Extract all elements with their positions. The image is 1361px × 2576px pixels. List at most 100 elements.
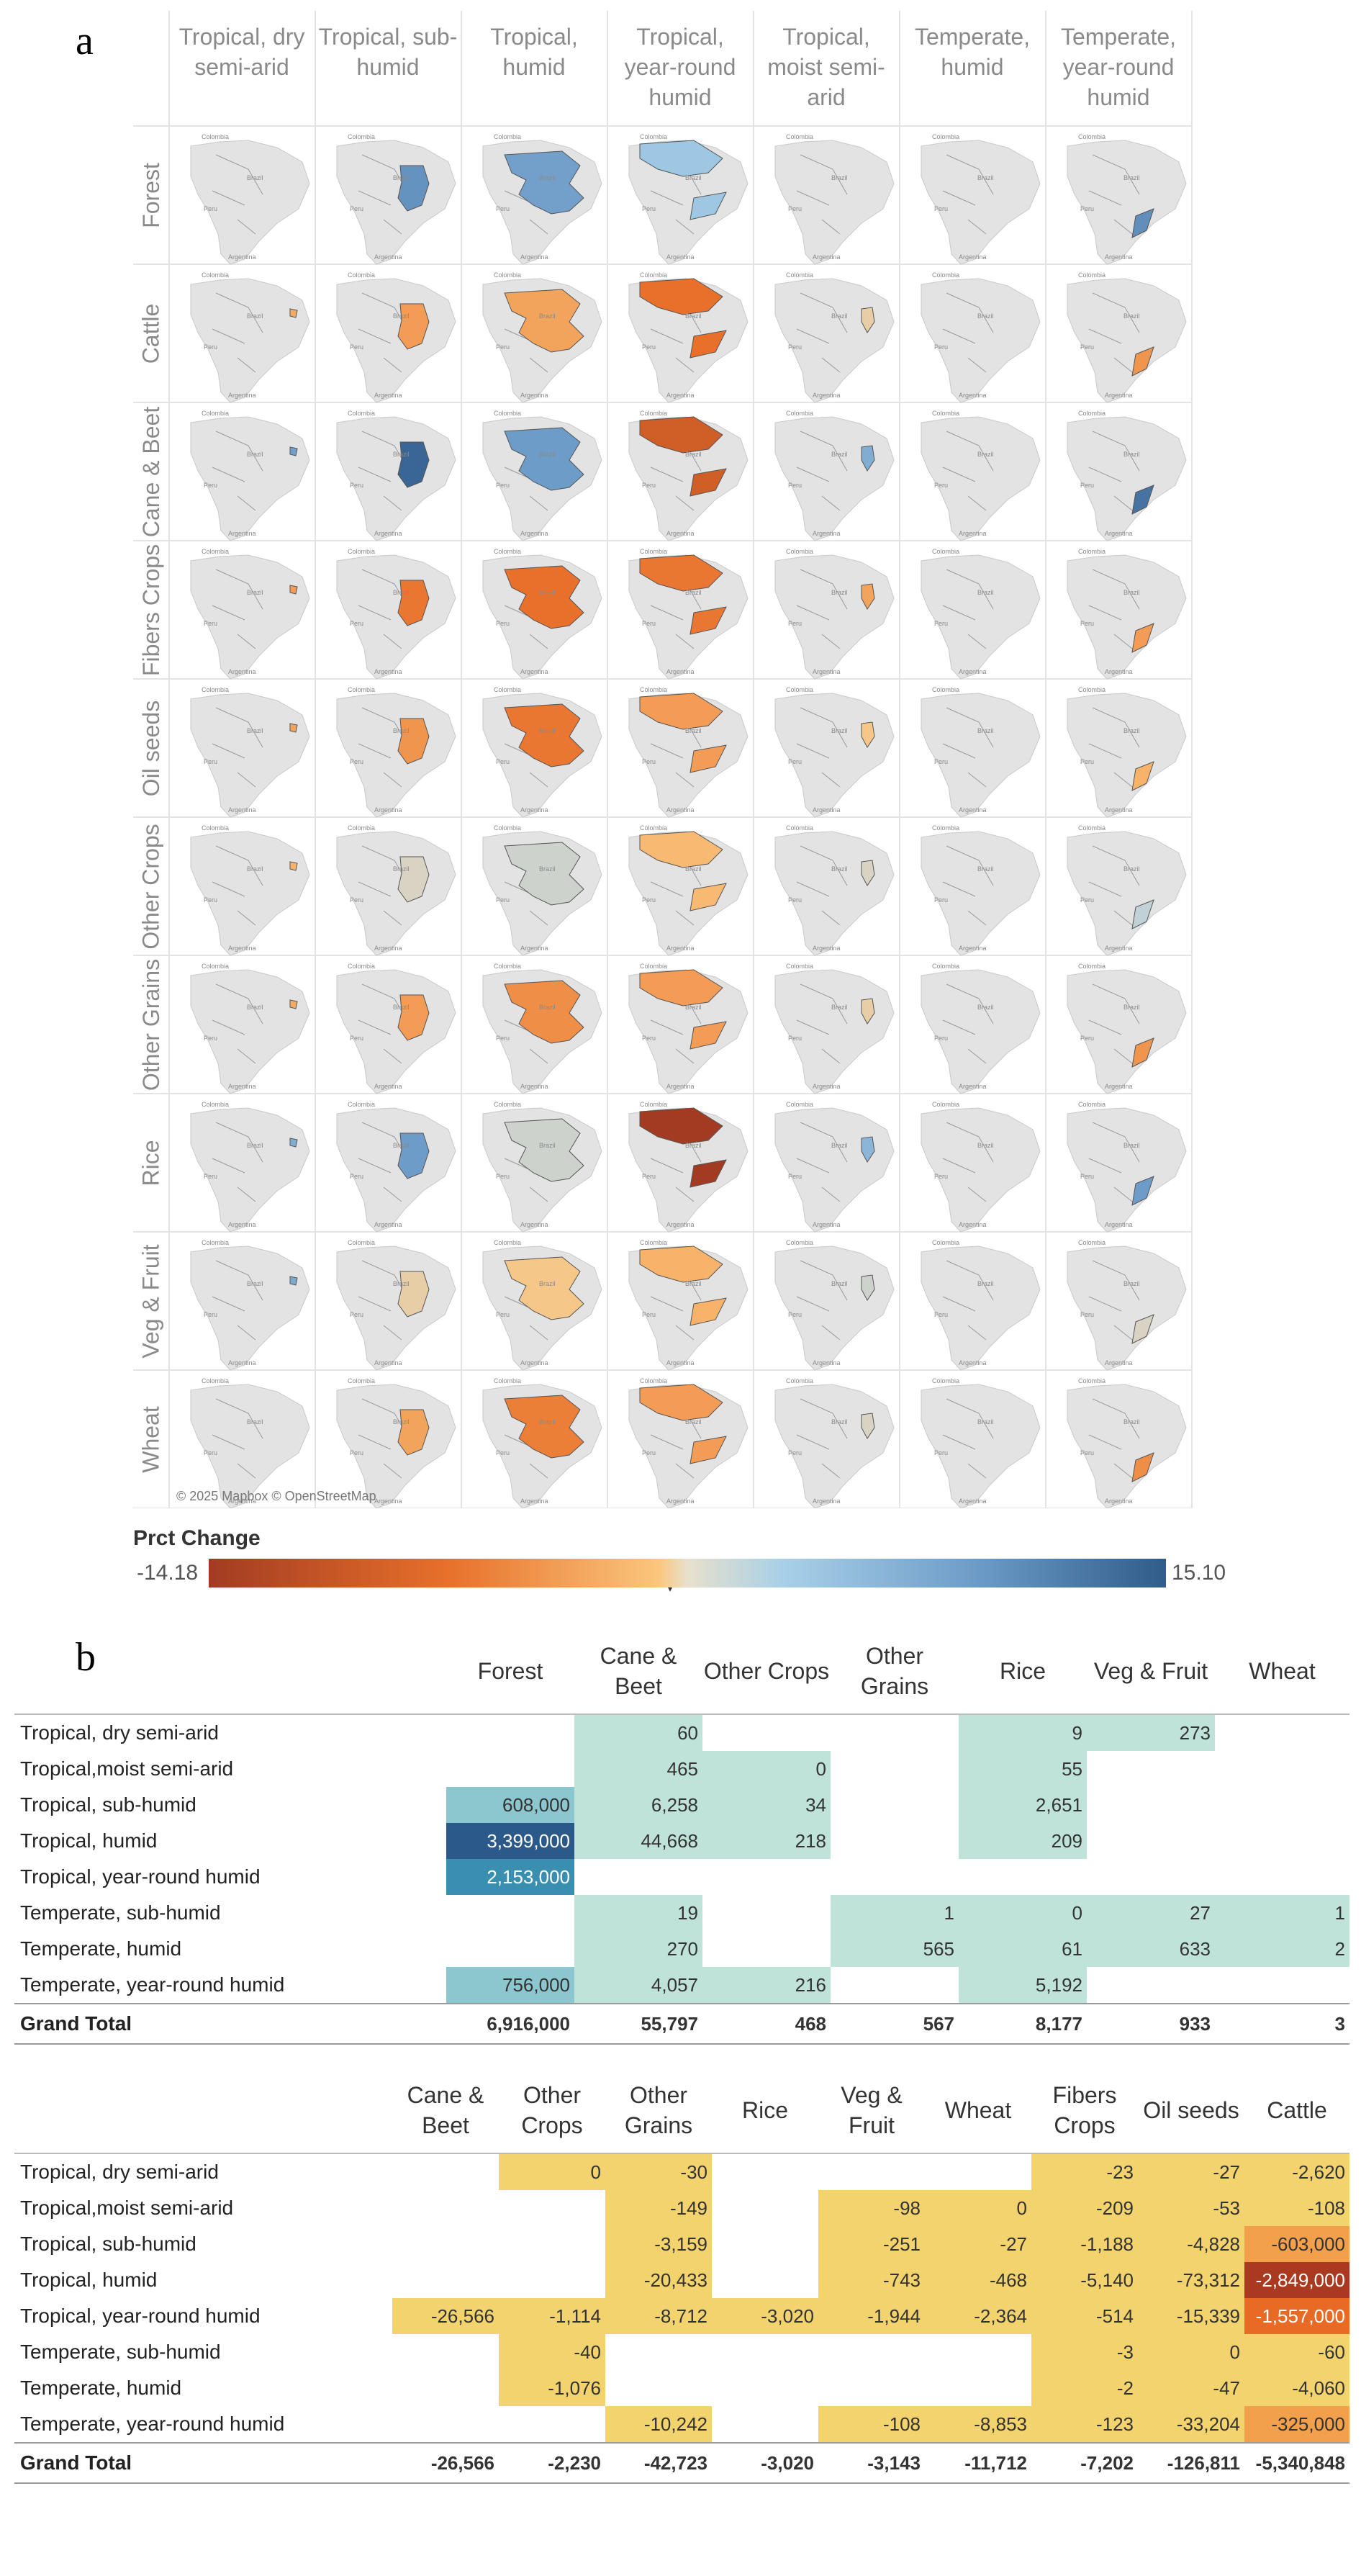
zone-fill <box>397 1132 430 1179</box>
map-cell: Brazil Peru Argentina Colombia <box>1067 410 1187 541</box>
table-cell <box>712 2226 818 2262</box>
table-row: Tropical, dry semi-arid 0 -30 -23 -27 -2,620 <box>14 2153 1349 2190</box>
map-country-label: Peru <box>1080 758 1094 765</box>
map-country-label: Colombia <box>348 824 375 832</box>
table-cell: -1,944 <box>818 2298 925 2334</box>
map-cell: Brazil Peru Argentina Colombia <box>336 133 456 265</box>
map-cell: Brazil Peru Argentina Colombia <box>921 1377 1041 1508</box>
map-country-label: Argentina <box>1105 1083 1133 1090</box>
zone-fill <box>861 998 875 1024</box>
table-cell <box>392 2334 499 2370</box>
map-country-label: Argentina <box>813 392 841 399</box>
map-country-label: Colombia <box>1078 1377 1105 1384</box>
map-country-label: Argentina <box>228 945 256 952</box>
table-cell: -251 <box>818 2226 925 2262</box>
table-row: Temperate, sub-humid -40 -3 0 -60 <box>14 2334 1349 2370</box>
map-country-label: Brazil <box>977 865 994 873</box>
map-country-label: Brazil <box>977 1280 994 1287</box>
table-cell <box>959 1859 1087 1895</box>
map-country-label: Colombia <box>494 1101 521 1108</box>
map-cell: Brazil Peru Argentina Colombia <box>190 133 310 265</box>
map-country-label: Argentina <box>666 1221 695 1228</box>
map-country-label: Argentina <box>666 253 695 261</box>
map-country-label: Brazil <box>831 174 848 181</box>
map-column-header: Tropical, dry semi-arid <box>178 24 305 80</box>
border-lines <box>1088 983 1140 1064</box>
table-cell <box>925 2153 1031 2190</box>
land-shape <box>921 969 1041 1094</box>
zone-fill <box>397 1409 430 1456</box>
zone-fill <box>1131 623 1154 653</box>
map-country-label: Colombia <box>640 1101 667 1108</box>
map-country-label: Argentina <box>520 253 548 261</box>
map-copyright: © 2025 Mapbox © OpenStreetMap <box>176 1489 376 1503</box>
map-country-label: Colombia <box>640 824 667 832</box>
table-cell <box>702 1714 831 1751</box>
map-country-label: Brazil <box>977 589 994 596</box>
zone-fill <box>639 554 727 635</box>
table-total-cell: -2,230 <box>499 2442 605 2484</box>
border-lines <box>212 1260 263 1341</box>
zone-fill <box>861 721 875 748</box>
table-cell: -2,620 <box>1244 2153 1349 2190</box>
map-country-label: Argentina <box>959 530 987 537</box>
table-row: Tropical, humid -20,433 -743 -468 -5,140 -73,… <box>14 2262 1349 2298</box>
table-column-header: Fibers Crops <box>1031 2068 1138 2154</box>
map-country-label: Brazil <box>977 1418 994 1426</box>
map-country-label: Colombia <box>202 963 229 970</box>
map-country-label: Colombia <box>348 686 375 693</box>
table-cell: -10,242 <box>605 2406 712 2443</box>
table-total-cell: 468 <box>702 2003 831 2045</box>
land-shape <box>628 1107 749 1233</box>
map-country-label: Peru <box>204 1173 217 1180</box>
table-cell: 216 <box>702 1967 831 2004</box>
border-lines <box>1088 569 1140 649</box>
table-cell: 27 <box>1087 1895 1215 1931</box>
table-cell: -123 <box>1031 2406 1138 2443</box>
map-country-label: Argentina <box>813 1083 841 1090</box>
map-country-label: Brazil <box>539 174 556 181</box>
zone-fill <box>397 1271 430 1318</box>
zone-fill <box>289 1276 298 1286</box>
map-row-label: Wheat <box>137 1405 164 1473</box>
table-column-header: Cane & Beet <box>574 1629 702 1715</box>
land-shape <box>921 278 1041 403</box>
zone-fill <box>1131 1176 1154 1206</box>
table-row: Temperate, year-round humid 756,000 4,057 2… <box>14 1967 1349 2004</box>
map-country-label: Brazil <box>831 451 848 458</box>
legend-color-bar <box>209 1559 1166 1588</box>
map-country-label: Argentina <box>374 392 402 399</box>
land-shape <box>336 554 456 680</box>
map-country-label: Colombia <box>932 133 959 140</box>
table-cell: -3,159 <box>605 2226 712 2262</box>
map-country-label: Peru <box>788 896 802 904</box>
map-country-label: Argentina <box>228 1359 256 1366</box>
zone-fill <box>504 703 584 767</box>
border-lines <box>212 1122 263 1202</box>
map-country-label: Brazil <box>1123 1418 1140 1426</box>
land-shape <box>1067 693 1187 818</box>
map-country-label: Argentina <box>374 945 402 952</box>
map-cell: Brazil Peru Argentina Colombia <box>190 1377 310 1508</box>
border-lines <box>212 845 263 926</box>
map-country-label: Brazil <box>977 1142 994 1149</box>
land-shape <box>774 1107 895 1233</box>
map-country-label: Argentina <box>959 392 987 399</box>
map-country-label: Colombia <box>202 1101 229 1108</box>
map-country-label: Colombia <box>202 1239 229 1246</box>
land-shape <box>190 831 310 956</box>
map-country-label: Colombia <box>348 271 375 279</box>
land-shape <box>190 693 310 818</box>
table-cell <box>831 1967 959 2004</box>
map-country-label: Brazil <box>393 174 410 181</box>
land-shape <box>1067 1246 1187 1371</box>
map-country-label: Argentina <box>959 668 987 675</box>
zone-fill <box>397 165 430 212</box>
map-country-label: Peru <box>1080 343 1094 351</box>
table-cell <box>712 2190 818 2226</box>
map-country-label: Argentina <box>228 1498 256 1505</box>
table-cell: 273 <box>1087 1714 1215 1751</box>
map-country-label: Brazil <box>393 1004 410 1011</box>
table-cell: 2,651 <box>959 1787 1087 1823</box>
table-cell <box>818 2153 925 2190</box>
